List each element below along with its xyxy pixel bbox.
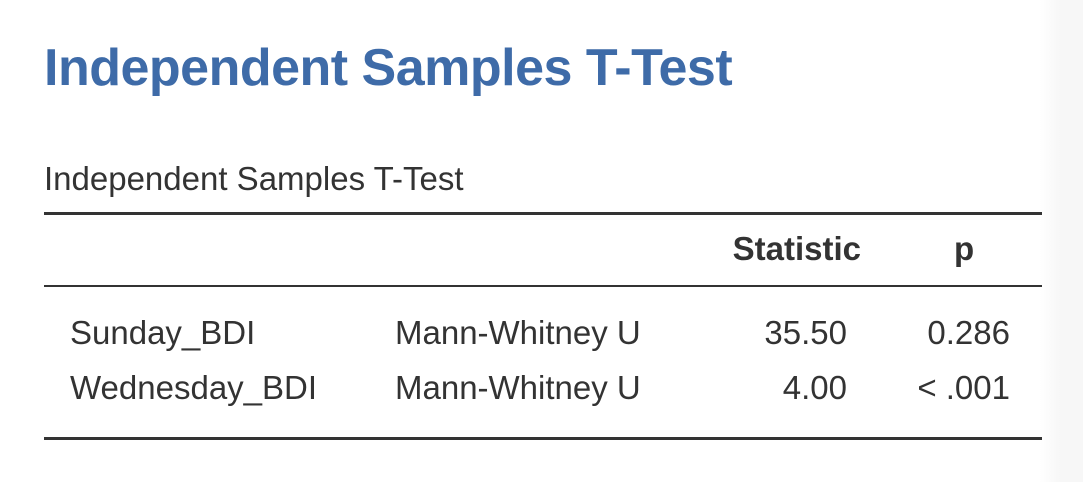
p-value: < .001 (917, 369, 1010, 406)
statistic: 35.50 (764, 314, 847, 351)
table-top-rule (44, 212, 1042, 215)
p-value: 0.286 (927, 314, 1010, 351)
column-header: p (954, 230, 975, 267)
variable: Wednesday_BDI (70, 369, 318, 406)
column-header: Statistic (732, 230, 861, 267)
variable: Sunday_BDI (70, 314, 256, 351)
test: Mann-Whitney U (395, 369, 641, 406)
table-bottom-rule (44, 437, 1042, 440)
table-caption: Independent Samples T-Test (44, 160, 464, 197)
test: Mann-Whitney U (395, 314, 641, 351)
header-rule (44, 285, 1042, 287)
statistic: 4.00 (782, 369, 847, 406)
title: Independent Samples T-Test (44, 39, 733, 97)
